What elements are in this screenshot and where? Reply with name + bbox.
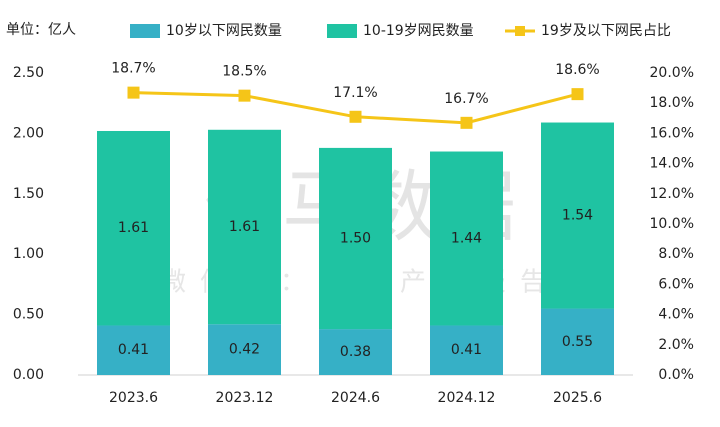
line-marker [571,88,584,101]
y-tick-label: 1.00 [13,246,44,262]
line-value-label: 16.7% [444,91,488,107]
bar [208,129,281,325]
bar-value-label: 1.61 [118,220,149,236]
bar-value-label: 1.44 [451,230,482,246]
line-marker [238,89,251,102]
bar [208,324,281,375]
bar [541,308,614,375]
x-tick-label: 2023.12 [216,390,274,406]
bar-value-label: 0.41 [451,342,482,358]
legend-swatch [327,24,357,38]
bar [430,325,503,375]
line-marker [349,110,362,123]
bar [541,122,614,309]
y2-tick-label: 10.0% [650,216,694,232]
y-tick-label: 0.00 [13,367,44,383]
bar-value-label: 1.61 [229,219,260,235]
bar-value-label: 0.38 [340,344,371,360]
y2-tick-label: 2.0% [658,337,694,353]
line-value-label: 17.1% [333,85,377,101]
bar-value-label: 0.55 [562,334,593,350]
x-tick-label: 2024.6 [331,390,380,406]
y2-tick-label: 14.0% [650,156,694,172]
y2-tick-label: 8.0% [658,246,694,262]
line-value-label: 18.7% [111,61,155,77]
legend-swatch [130,24,160,38]
legend-label: 10-19岁网民数量 [363,23,474,39]
x-tick-label: 2023.6 [109,390,158,406]
y2-tick-label: 20.0% [650,65,694,81]
y2-tick-label: 4.0% [658,307,694,323]
legend-label: 10岁以下网民数量 [166,23,282,39]
line-value-label: 18.6% [555,62,599,78]
bar [430,151,503,326]
y-tick-label: 2.00 [13,125,44,141]
y2-tick-label: 0.0% [658,367,694,383]
y2-tick-label: 16.0% [650,125,694,141]
y2-tick-label: 12.0% [650,186,694,202]
unit-label: 单位：亿人 [6,22,76,38]
bar-value-label: 1.50 [340,230,371,246]
y-tick-label: 0.50 [13,307,44,323]
y-tick-label: 1.50 [13,186,44,202]
x-tick-label: 2025.6 [553,390,602,406]
bar [97,130,170,326]
line-value-label: 18.5% [222,64,266,80]
bar [97,325,170,375]
bar-value-label: 0.42 [229,342,260,358]
y-tick-label: 2.50 [13,65,44,81]
line-marker [460,116,473,129]
bar-value-label: 1.54 [562,208,593,224]
line-marker [127,86,140,99]
y2-tick-label: 6.0% [658,276,694,292]
legend-label: 19岁及以下网民占比 [541,23,671,39]
x-tick-label: 2024.12 [438,390,496,406]
y2-tick-label: 18.0% [650,95,694,111]
bar [319,147,392,330]
bar [319,329,392,375]
bar-value-label: 0.41 [118,342,149,358]
legend-swatch [515,26,525,36]
